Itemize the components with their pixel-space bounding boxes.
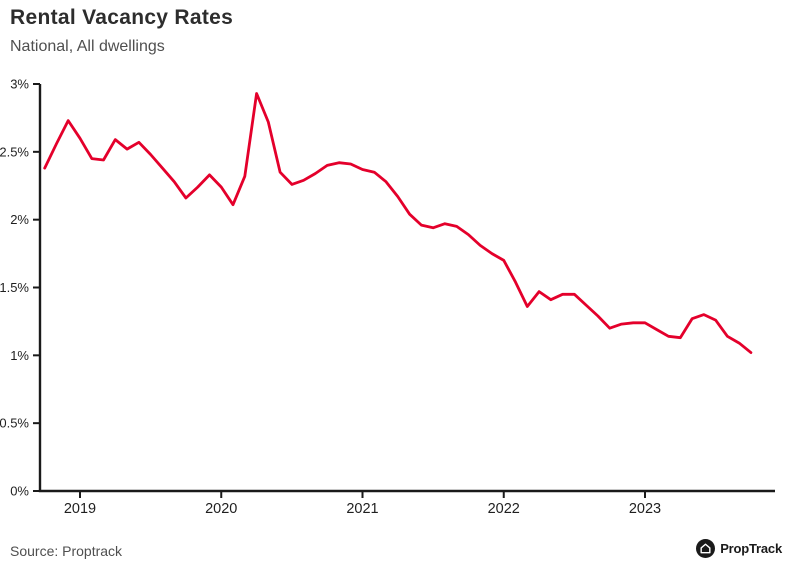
vacancy-rate-line	[43, 92, 753, 355]
y-tick-label: 1.5%	[0, 280, 29, 295]
x-tick-label: 2020	[205, 501, 237, 517]
proptrack-logo: PropTrack	[696, 539, 782, 558]
y-tick-label: 3%	[10, 77, 29, 92]
x-tick-label: 2023	[629, 501, 661, 517]
x-tick-label: 2022	[488, 501, 520, 517]
y-tick-label: 2.5%	[0, 144, 29, 159]
y-tick-label: 1%	[10, 348, 29, 363]
chart-subtitle: National, All dwellings	[10, 38, 165, 55]
y-tick-label: 2%	[10, 212, 29, 227]
chart-title: Rental Vacancy Rates	[10, 6, 234, 29]
logo-text: PropTrack	[720, 541, 782, 556]
y-tick-label: 0%	[10, 484, 29, 499]
house-icon	[696, 539, 716, 558]
source-note: Source: Proptrack	[10, 543, 123, 559]
x-tick-label: 2019	[64, 501, 96, 517]
x-tick-label: 2021	[346, 501, 378, 517]
y-tick-label: 0.5%	[0, 416, 29, 431]
